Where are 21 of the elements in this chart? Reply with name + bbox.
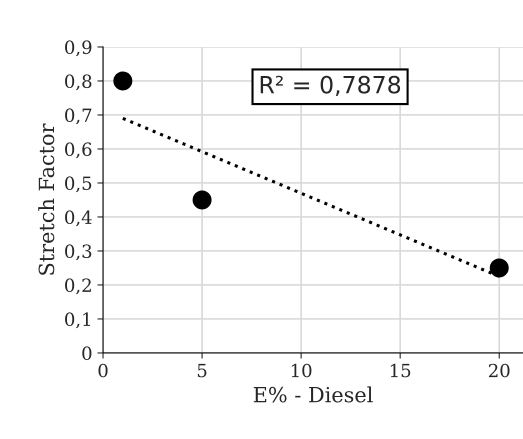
- point: [490, 258, 509, 278]
- y-tick-label: 0,8: [65, 74, 92, 90]
- y-tick-label: 0,5: [65, 176, 92, 192]
- y-tick-label: 0,4: [65, 210, 92, 226]
- x-tick-label: 15: [390, 364, 410, 378]
- x-tick-label: 5: [198, 364, 206, 378]
- y-tick-label: 0,7: [65, 108, 92, 124]
- y-tick-label: 0,3: [65, 244, 92, 260]
- y-tick-label: 0,2: [65, 278, 91, 294]
- x-tick-label: 20: [488, 364, 510, 378]
- y-tick-label: 0,1: [65, 312, 90, 328]
- x-tick-label: 10: [292, 364, 312, 378]
- point: [113, 71, 132, 90]
- point: [192, 190, 212, 210]
- y-tick-label: 0,9: [65, 40, 92, 56]
- y-tick-label: 0: [82, 346, 92, 360]
- y-axis-title: Stretch Factor: [38, 123, 54, 275]
- annotation: R² = 0,7878: [260, 76, 400, 96]
- y-tick-label: 0,6: [65, 142, 92, 158]
- x-axis-title: E% - Diesel: [254, 386, 373, 403]
- x-tick-label: 0: [98, 364, 108, 378]
